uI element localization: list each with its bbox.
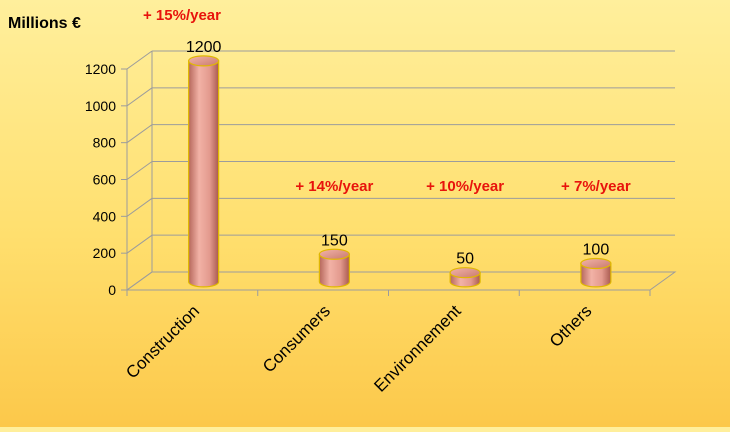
bars-layer [188, 55, 612, 288]
gridline-depth [126, 234, 153, 254]
y-tick-label: 1000 [85, 98, 116, 114]
bar-top [580, 257, 612, 270]
bar-body [188, 60, 220, 288]
data-label: 50 [456, 251, 474, 268]
bar-others [580, 257, 612, 288]
y-axis-label: Millions € [8, 15, 81, 32]
bar-top [318, 248, 350, 260]
axes-layer [121, 50, 677, 296]
gridline-depth [126, 197, 153, 217]
bar-body [580, 262, 612, 288]
y-tick-label: 1200 [85, 61, 116, 77]
gridline-depth [126, 87, 153, 107]
growth-annotation: + 15%/year [143, 7, 221, 24]
y-tick-label: 400 [93, 208, 117, 224]
bar-consumers [318, 248, 350, 288]
bar-environnement [449, 267, 481, 288]
x-tick-label: Environnement [370, 301, 464, 395]
y-tick-label: 600 [93, 172, 117, 188]
gridline-depth [126, 161, 153, 180]
growth-annotation: + 14%/year [295, 178, 373, 195]
bar-top [449, 267, 481, 279]
data-label: 1200 [186, 39, 222, 56]
y-tick-label: 200 [93, 245, 117, 261]
bar-top [188, 55, 220, 67]
labels-layer: 0 200 400 600 800 1000 1200 1200 + 15%/year Const… [85, 7, 631, 396]
bar-construction [188, 55, 220, 288]
gridline-depth [126, 124, 153, 144]
y-tick-label: 800 [93, 135, 117, 151]
growth-annotation: + 10%/year [426, 178, 504, 195]
gridline-depth [126, 50, 153, 70]
bar-body [318, 253, 350, 288]
growth-annotation: + 7%/year [561, 178, 631, 195]
y-tick-label: 0 [108, 282, 116, 298]
chart-floor [125, 271, 677, 291]
x-tick-label: Consumers [259, 301, 334, 376]
data-label: 100 [583, 241, 610, 258]
x-tick-label: Construction [122, 301, 203, 382]
data-label: 150 [321, 232, 348, 249]
x-tick-label: Others [546, 301, 596, 351]
